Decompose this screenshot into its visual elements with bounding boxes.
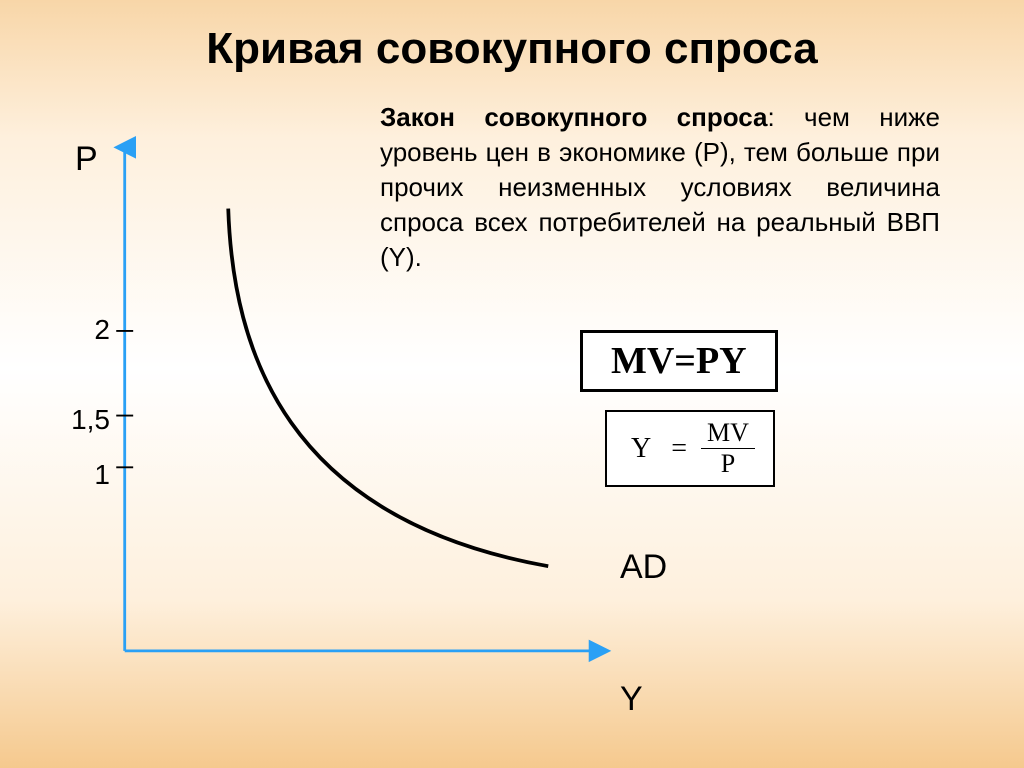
law-lead: Закон совокупного спроса — [380, 102, 767, 132]
ytick-label-2: 2 — [60, 314, 110, 346]
formula2-denominator: P — [701, 449, 755, 480]
ad-chart — [40, 130, 680, 720]
slide-root: Кривая совокупного спроса Закон совокупн… — [0, 0, 1024, 768]
slide-title: Кривая совокупного спроса — [0, 24, 1024, 74]
x-axis-label: Y — [620, 680, 643, 719]
ad-curve — [228, 209, 548, 567]
formula2-numerator: MV — [701, 418, 755, 449]
ytick-label-1: 1 — [60, 459, 110, 491]
y-axis-label: P — [75, 140, 98, 179]
ytick-label-1-5: 1,5 — [60, 404, 110, 436]
